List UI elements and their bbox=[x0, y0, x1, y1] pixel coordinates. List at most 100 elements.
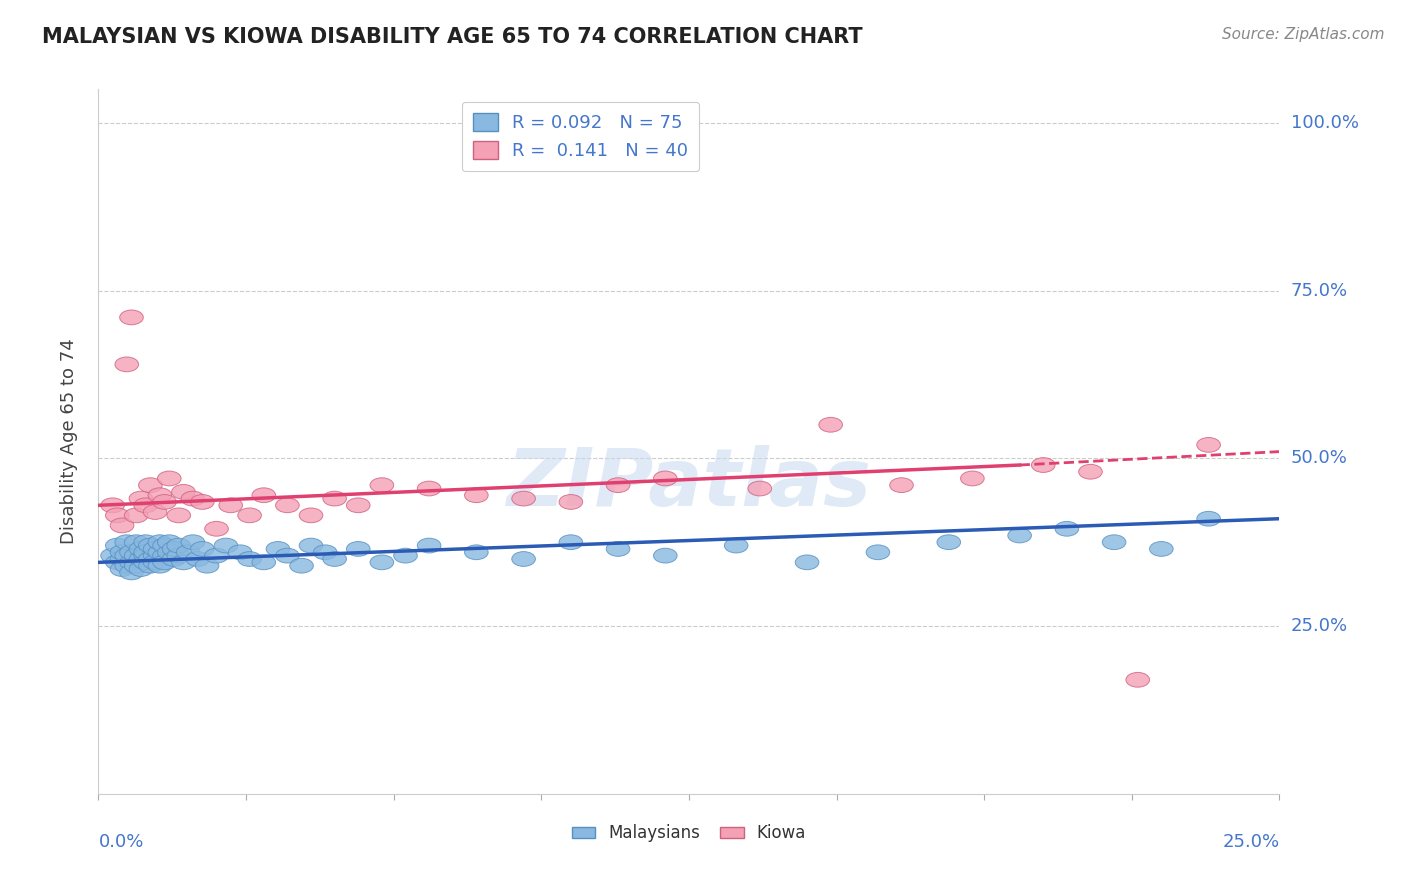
Ellipse shape bbox=[172, 484, 195, 500]
Ellipse shape bbox=[796, 555, 818, 570]
Ellipse shape bbox=[139, 551, 162, 566]
Ellipse shape bbox=[418, 481, 441, 496]
Ellipse shape bbox=[101, 498, 124, 513]
Ellipse shape bbox=[195, 558, 219, 573]
Ellipse shape bbox=[228, 545, 252, 559]
Ellipse shape bbox=[191, 541, 214, 557]
Ellipse shape bbox=[115, 357, 139, 372]
Ellipse shape bbox=[157, 535, 181, 549]
Ellipse shape bbox=[370, 478, 394, 492]
Ellipse shape bbox=[153, 549, 176, 563]
Ellipse shape bbox=[162, 551, 186, 566]
Ellipse shape bbox=[176, 545, 200, 559]
Ellipse shape bbox=[110, 562, 134, 576]
Ellipse shape bbox=[191, 494, 214, 509]
Ellipse shape bbox=[346, 498, 370, 513]
Ellipse shape bbox=[205, 549, 228, 563]
Text: 0.0%: 0.0% bbox=[98, 833, 143, 851]
Text: ZIPatlas: ZIPatlas bbox=[506, 445, 872, 523]
Ellipse shape bbox=[110, 518, 134, 533]
Ellipse shape bbox=[464, 545, 488, 559]
Ellipse shape bbox=[167, 508, 191, 523]
Ellipse shape bbox=[394, 549, 418, 563]
Ellipse shape bbox=[724, 538, 748, 553]
Ellipse shape bbox=[148, 558, 172, 573]
Legend: Malaysians, Kiowa: Malaysians, Kiowa bbox=[565, 818, 813, 849]
Text: 25.0%: 25.0% bbox=[1291, 617, 1348, 635]
Ellipse shape bbox=[124, 508, 148, 523]
Ellipse shape bbox=[1197, 437, 1220, 452]
Ellipse shape bbox=[323, 491, 346, 506]
Ellipse shape bbox=[157, 471, 181, 486]
Ellipse shape bbox=[134, 555, 157, 570]
Ellipse shape bbox=[1054, 522, 1078, 536]
Text: Source: ZipAtlas.com: Source: ZipAtlas.com bbox=[1222, 27, 1385, 42]
Ellipse shape bbox=[167, 549, 191, 563]
Ellipse shape bbox=[120, 565, 143, 580]
Ellipse shape bbox=[148, 488, 172, 502]
Ellipse shape bbox=[323, 551, 346, 566]
Ellipse shape bbox=[1150, 541, 1173, 557]
Ellipse shape bbox=[299, 508, 323, 523]
Ellipse shape bbox=[606, 541, 630, 557]
Ellipse shape bbox=[105, 555, 129, 570]
Ellipse shape bbox=[157, 545, 181, 559]
Ellipse shape bbox=[370, 555, 394, 570]
Text: 100.0%: 100.0% bbox=[1291, 114, 1358, 132]
Ellipse shape bbox=[167, 538, 191, 553]
Ellipse shape bbox=[124, 558, 148, 573]
Ellipse shape bbox=[654, 471, 678, 486]
Ellipse shape bbox=[110, 551, 134, 566]
Ellipse shape bbox=[346, 541, 370, 557]
Ellipse shape bbox=[238, 508, 262, 523]
Ellipse shape bbox=[890, 478, 914, 492]
Ellipse shape bbox=[299, 538, 323, 553]
Ellipse shape bbox=[1126, 673, 1150, 687]
Ellipse shape bbox=[512, 491, 536, 506]
Ellipse shape bbox=[134, 549, 157, 563]
Ellipse shape bbox=[1032, 458, 1054, 473]
Text: MALAYSIAN VS KIOWA DISABILITY AGE 65 TO 74 CORRELATION CHART: MALAYSIAN VS KIOWA DISABILITY AGE 65 TO … bbox=[42, 27, 863, 46]
Ellipse shape bbox=[276, 549, 299, 563]
Ellipse shape bbox=[115, 558, 139, 573]
Ellipse shape bbox=[960, 471, 984, 486]
Ellipse shape bbox=[153, 494, 176, 509]
Ellipse shape bbox=[936, 535, 960, 549]
Ellipse shape bbox=[252, 488, 276, 502]
Ellipse shape bbox=[129, 491, 153, 506]
Ellipse shape bbox=[748, 481, 772, 496]
Ellipse shape bbox=[560, 535, 582, 549]
Ellipse shape bbox=[129, 541, 153, 557]
Ellipse shape bbox=[153, 555, 176, 570]
Ellipse shape bbox=[205, 522, 228, 536]
Ellipse shape bbox=[214, 538, 238, 553]
Ellipse shape bbox=[153, 538, 176, 553]
Ellipse shape bbox=[1078, 465, 1102, 479]
Ellipse shape bbox=[181, 535, 205, 549]
Text: 25.0%: 25.0% bbox=[1222, 833, 1279, 851]
Ellipse shape bbox=[238, 551, 262, 566]
Ellipse shape bbox=[120, 545, 143, 559]
Ellipse shape bbox=[606, 478, 630, 492]
Ellipse shape bbox=[148, 535, 172, 549]
Ellipse shape bbox=[134, 535, 157, 549]
Y-axis label: Disability Age 65 to 74: Disability Age 65 to 74 bbox=[59, 339, 77, 544]
Ellipse shape bbox=[314, 545, 337, 559]
Ellipse shape bbox=[172, 555, 195, 570]
Ellipse shape bbox=[105, 538, 129, 553]
Ellipse shape bbox=[139, 478, 162, 492]
Ellipse shape bbox=[120, 555, 143, 570]
Ellipse shape bbox=[252, 555, 276, 570]
Ellipse shape bbox=[290, 558, 314, 573]
Ellipse shape bbox=[105, 508, 129, 523]
Ellipse shape bbox=[134, 498, 157, 513]
Ellipse shape bbox=[464, 488, 488, 502]
Ellipse shape bbox=[110, 545, 134, 559]
Ellipse shape bbox=[1197, 511, 1220, 526]
Ellipse shape bbox=[654, 549, 678, 563]
Ellipse shape bbox=[115, 535, 139, 549]
Ellipse shape bbox=[124, 549, 148, 563]
Ellipse shape bbox=[120, 310, 143, 325]
Ellipse shape bbox=[418, 538, 441, 553]
Ellipse shape bbox=[181, 491, 205, 506]
